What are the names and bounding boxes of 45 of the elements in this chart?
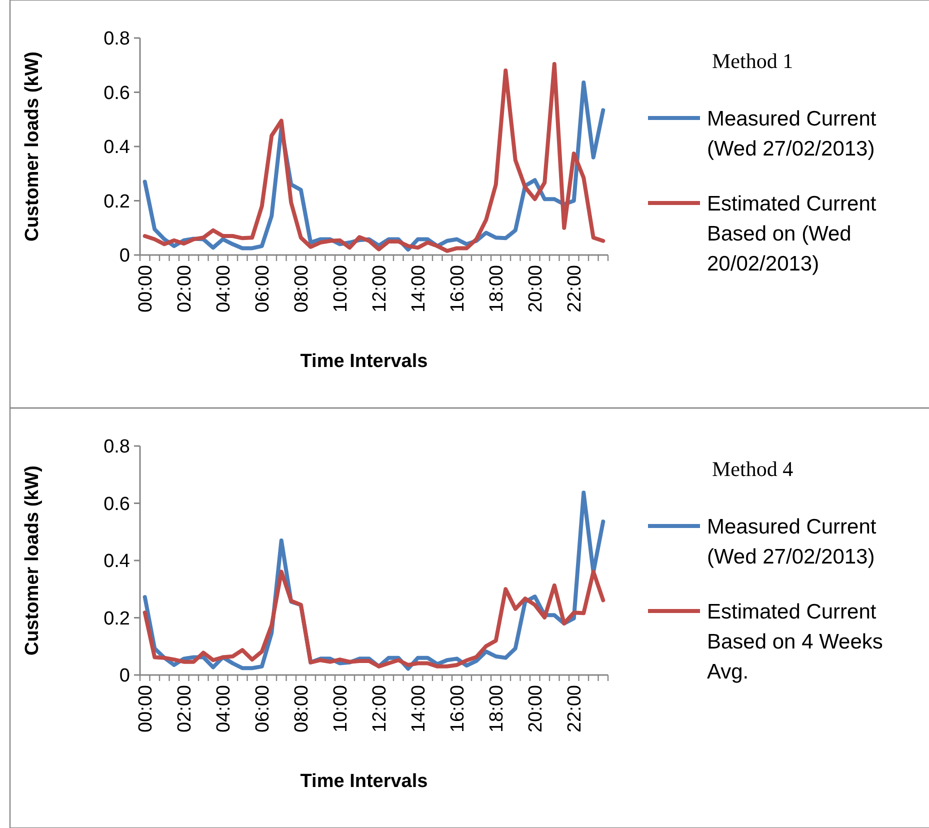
legend-label: Estimated Current Based on (Wed 20/02/2013) (707, 192, 876, 276)
legend-label: Measured Current (Wed 27/02/2013) (707, 515, 876, 568)
x-tick-label: 10:00 (330, 685, 352, 733)
x-tick-label: 12:00 (370, 685, 391, 733)
x-axis-title: Time Intervals (300, 351, 428, 372)
y-axis-title: Customer loads (kW) (22, 51, 43, 242)
y-tick-label: 0.4 (104, 137, 130, 158)
x-tick-label: 14:00 (408, 265, 430, 313)
y-tick-label: 0.2 (104, 608, 130, 630)
x-tick-label: 14:00 (408, 685, 430, 733)
x-tick-label: 04:00 (214, 265, 235, 313)
legend-title: Method 1 (712, 49, 794, 73)
y-tick-label: 0.4 (104, 551, 130, 572)
y-axis-title: Customer loads (kW) (22, 465, 43, 656)
x-tick-label: 18:00 (486, 265, 508, 313)
x-tick-label: 08:00 (292, 685, 313, 733)
y-tick-label: 0.2 (104, 191, 130, 212)
x-tick-label: 18:00 (486, 685, 508, 733)
x-tick-label: 02:00 (174, 265, 196, 313)
x-tick-label: 08:00 (292, 265, 313, 313)
x-tick-label: 06:00 (252, 685, 274, 733)
y-tick-label: 0.8 (104, 436, 130, 458)
x-tick-label: 12:00 (370, 265, 391, 313)
x-tick-label: 04:00 (214, 685, 235, 733)
x-tick-label: 02:00 (174, 685, 196, 733)
x-tick-label: 06:00 (252, 265, 274, 313)
legend-label: Estimated Current Based on 4 Weeks Avg. (707, 600, 883, 684)
x-tick-label: 10:00 (330, 265, 352, 313)
x-tick-label: 00:00 (136, 265, 157, 313)
x-tick-label: 20:00 (526, 265, 547, 313)
y-tick-label: 0.6 (104, 82, 130, 104)
x-axis-title: Time Intervals (300, 771, 428, 792)
x-tick-label: 22:00 (564, 685, 586, 733)
line-series (142, 570, 606, 668)
y-tick-label: 0.6 (104, 494, 130, 515)
x-tick-label: 16:00 (448, 685, 469, 733)
x-tick-label: 00:00 (136, 685, 157, 733)
x-tick-label: 20:00 (526, 685, 547, 733)
y-tick-label: 0 (119, 666, 130, 687)
legend-label: Measured Current (Wed 27/02/2013) (707, 107, 876, 160)
y-tick-label: 0.8 (104, 28, 130, 50)
x-tick-label: 22:00 (564, 265, 586, 313)
x-tick-label: 16:00 (448, 265, 469, 313)
legend-title: Method 4 (712, 457, 794, 481)
y-tick-label: 0 (119, 246, 130, 267)
